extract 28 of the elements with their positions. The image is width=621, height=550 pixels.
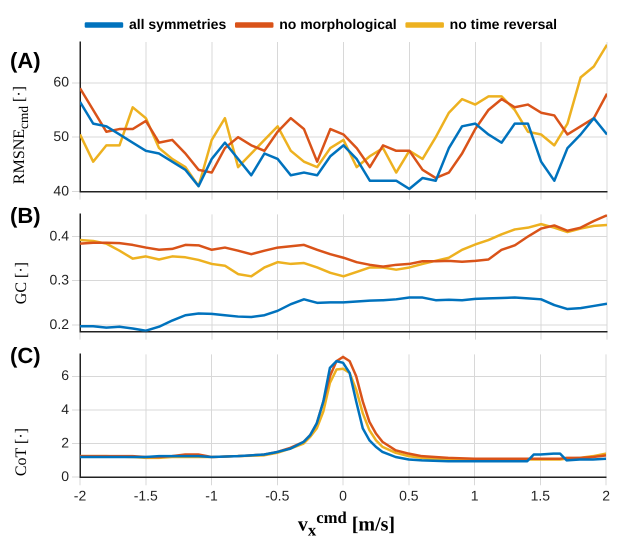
chart-title: (A) [10, 48, 41, 74]
x-tick-label: 0.5 [399, 487, 419, 504]
x-axis-title: v$_{x}$$^{cmd}$ [m/s] [296, 508, 396, 541]
y-tick-label: 2 [61, 434, 70, 450]
y-tick-label: 50 [53, 128, 70, 144]
x-tick-label: -2 [74, 487, 86, 504]
y-tick-label: 0 [61, 468, 70, 484]
y-tick-label: 40 [53, 182, 70, 198]
x-tick-label: 0 [339, 487, 348, 504]
y-axis-title: CoT [·] [13, 428, 31, 476]
y-axis-title: GC [·] [13, 262, 31, 304]
y-tick-label: 6 [61, 367, 70, 384]
y-tick-label: 0.2 [50, 316, 70, 332]
x-tick-label: 1.5 [530, 487, 550, 504]
chart-title: (B) [10, 203, 41, 229]
y-tick-label: 4 [61, 400, 70, 417]
legend-label: no morphological [279, 16, 397, 32]
y-tick-label: 0.4 [50, 227, 70, 244]
legend-label: all symmetries [128, 16, 226, 32]
legend-label: no time reversal [450, 16, 558, 32]
y-tick-label: 60 [53, 74, 70, 90]
x-tick-label: -0.5 [265, 487, 290, 504]
x-tick-label: -1 [205, 487, 218, 504]
x-tick-label: 1 [470, 487, 479, 504]
x-tick-label: -1.5 [134, 487, 158, 504]
y-tick-label: 0.3 [50, 272, 70, 288]
chart-title: (C) [10, 343, 41, 369]
x-tick-label: 2 [602, 487, 610, 504]
